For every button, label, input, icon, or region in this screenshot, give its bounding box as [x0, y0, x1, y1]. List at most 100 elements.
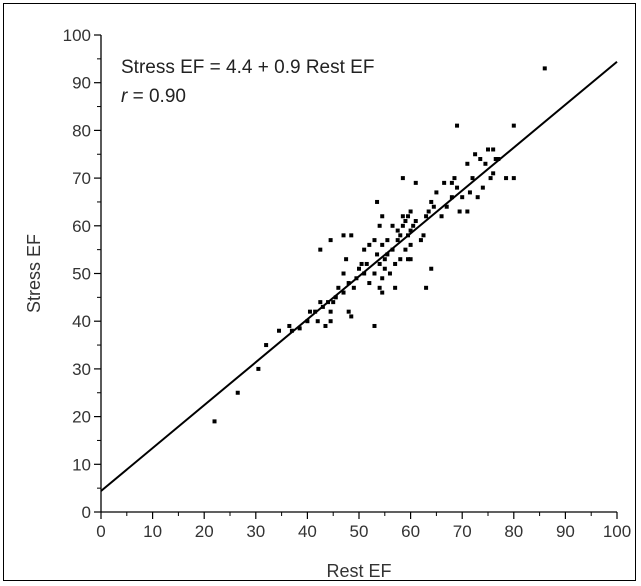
data-point [421, 233, 426, 238]
data-point [375, 252, 380, 257]
data-point [380, 242, 385, 247]
x-tick-label: 70 [453, 522, 472, 541]
data-point [457, 209, 462, 214]
data-point [328, 238, 333, 243]
data-point [212, 419, 217, 424]
data-point [318, 300, 323, 305]
data-point [372, 271, 377, 276]
data-point [465, 161, 470, 166]
data-point [455, 185, 460, 190]
data-point [331, 300, 336, 305]
y-tick-label: 0 [82, 503, 91, 522]
data-points [212, 66, 547, 424]
data-point [318, 247, 323, 252]
data-point [408, 209, 413, 214]
y-axis-label: Stress EF [24, 234, 44, 313]
data-point [235, 390, 240, 395]
data-point [439, 214, 444, 219]
annotations: Stress EF = 4.4 + 0.9 Rest EF r = 0.90 [121, 57, 374, 107]
data-point [351, 285, 356, 290]
data-point [542, 66, 547, 71]
data-point [511, 176, 516, 181]
data-point [359, 261, 364, 266]
data-point [367, 242, 372, 247]
data-point [449, 195, 454, 200]
data-point [377, 285, 382, 290]
data-point [395, 238, 400, 243]
data-point [398, 233, 403, 238]
annotation-body: = 0.90 [127, 86, 186, 107]
data-point [475, 195, 480, 200]
x-tick-label: 10 [143, 522, 162, 541]
x-tick-label: 80 [504, 522, 523, 541]
data-point [349, 233, 354, 238]
data-point [315, 319, 320, 324]
y-tick-label: 40 [72, 312, 91, 331]
data-point [380, 214, 385, 219]
data-point [354, 276, 359, 281]
data-point [406, 257, 411, 262]
data-point [362, 247, 367, 252]
data-point [289, 328, 294, 333]
data-point [323, 323, 328, 328]
data-point [400, 214, 405, 219]
data-point [408, 228, 413, 233]
x-tick-label: 20 [195, 522, 214, 541]
data-point [403, 247, 408, 252]
data-point [367, 281, 372, 286]
data-point [418, 238, 423, 243]
regression-line-group [100, 60, 618, 492]
data-point [408, 257, 413, 262]
data-point [473, 152, 478, 157]
data-point [491, 171, 496, 176]
data-point [264, 343, 269, 348]
data-point [305, 319, 310, 324]
data-point [362, 271, 367, 276]
data-point [375, 199, 380, 204]
data-point [496, 157, 501, 162]
data-point [478, 157, 483, 162]
data-point [431, 204, 436, 209]
data-point [313, 309, 318, 314]
ticks: 0 10 20 30 40 50 60 70 80 90 100 0 10 20 30 40 50 60 70 80 9… [63, 26, 632, 541]
data-point [326, 300, 331, 305]
data-point [349, 314, 354, 319]
data-point [398, 257, 403, 262]
data-point [442, 180, 447, 185]
data-point [493, 157, 498, 162]
annotation-text: Stress EF = 4.4 + 0.9 Rest EF [121, 57, 374, 78]
data-point [390, 247, 395, 252]
data-point [470, 176, 475, 181]
data-point [486, 147, 490, 152]
data-point [426, 209, 431, 214]
y-tick-label: 20 [72, 408, 91, 427]
data-point [328, 319, 333, 324]
data-point [460, 195, 465, 200]
y-tick-label: 100 [63, 26, 91, 45]
data-point [480, 185, 485, 190]
x-tick-label: 30 [246, 522, 265, 541]
data-point [346, 281, 351, 286]
data-point [320, 304, 325, 309]
data-point [277, 328, 282, 333]
x-tick-label: 90 [556, 522, 575, 541]
x-tick-label: 40 [298, 522, 317, 541]
data-point [341, 290, 346, 295]
data-point [393, 285, 398, 290]
data-point [357, 266, 361, 271]
y-tick-label: 90 [72, 74, 91, 93]
annotation-emphasis: r [121, 86, 128, 107]
data-point [413, 180, 418, 185]
y-tick-label: 70 [72, 169, 91, 188]
data-point [455, 123, 460, 128]
data-point [491, 147, 496, 152]
y-tick-label: 50 [72, 265, 91, 284]
data-point [256, 366, 261, 371]
data-point [403, 219, 408, 224]
data-point [333, 295, 338, 300]
y-tick-label: 80 [72, 121, 91, 140]
data-point [382, 257, 387, 262]
data-point [434, 190, 439, 195]
data-point [429, 199, 434, 204]
